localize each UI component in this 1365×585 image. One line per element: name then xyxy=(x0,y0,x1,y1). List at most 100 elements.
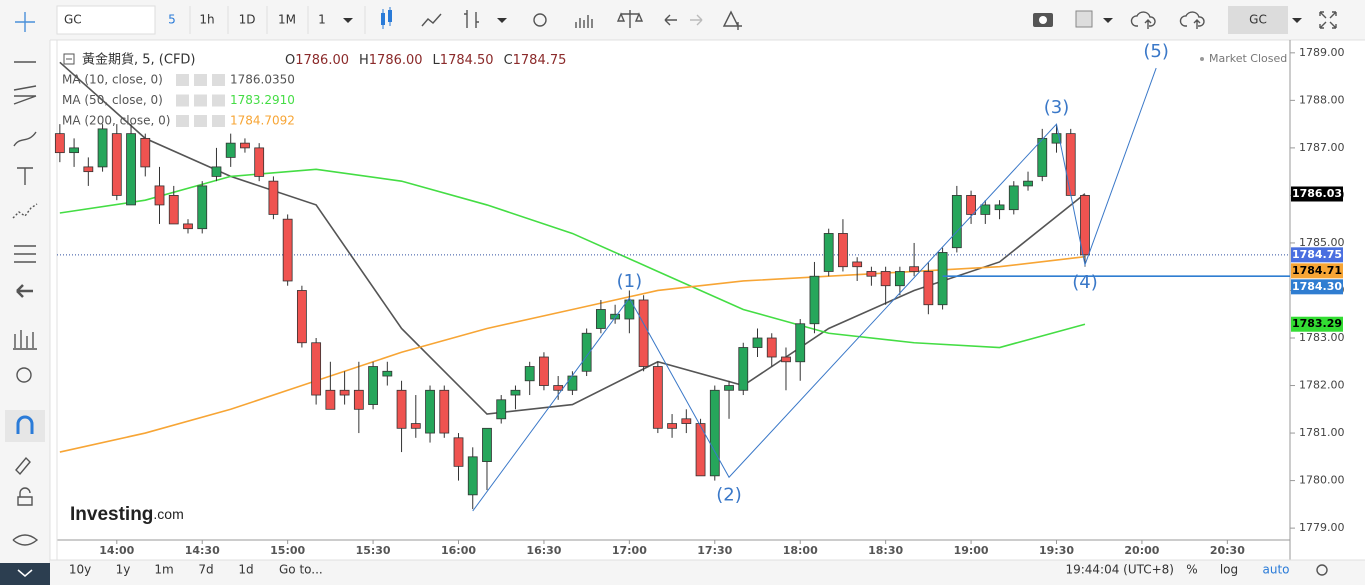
price-tag-label: 1784.75 xyxy=(1292,248,1342,261)
log-toggle[interactable]: log xyxy=(1220,563,1238,577)
symbol-box[interactable] xyxy=(56,5,156,35)
magnet-highlight[interactable] xyxy=(5,410,45,442)
brush-tool[interactable] xyxy=(13,131,37,147)
candle-body xyxy=(268,180,279,215)
percent-toggle[interactable]: % xyxy=(1186,563,1197,577)
x-tick-label: 19:00 xyxy=(954,544,989,557)
candle-body xyxy=(510,389,521,396)
interval[interactable]: 1h xyxy=(199,13,214,27)
back-tool[interactable] xyxy=(16,284,33,298)
lock-draw-tool[interactable] xyxy=(15,456,31,476)
dropdown-arrow[interactable] xyxy=(497,18,507,23)
magnet-tool[interactable] xyxy=(16,415,34,434)
candles-icon[interactable] xyxy=(381,7,392,29)
settings-icon[interactable] xyxy=(1316,564,1328,576)
x-tick-label: 16:00 xyxy=(441,544,476,557)
collapse-legend[interactable] xyxy=(63,53,75,65)
dropdown-arrow[interactable] xyxy=(1292,18,1302,23)
candle-body xyxy=(880,271,891,287)
snapshot-icon[interactable] xyxy=(1033,13,1053,27)
range-button[interactable]: 10y xyxy=(69,563,91,577)
candle-body xyxy=(482,427,492,462)
price-tag xyxy=(1291,247,1343,263)
chart-title: 黃金期貨, 5, (CFD) xyxy=(82,52,196,68)
x-tick-label: 19:30 xyxy=(1039,544,1074,557)
candle-body xyxy=(240,142,250,149)
ohlc-value: 1784.50 xyxy=(440,53,494,68)
fib-tool[interactable] xyxy=(13,85,37,105)
ohlc-value: 1786.00 xyxy=(295,53,349,68)
measure-tool[interactable] xyxy=(13,330,37,350)
range-button[interactable]: 1y xyxy=(116,563,131,577)
redo-icon[interactable] xyxy=(690,14,703,26)
candle-body xyxy=(724,385,734,391)
zoom-tool[interactable] xyxy=(16,367,32,383)
price-tag xyxy=(1291,186,1343,202)
symbol[interactable]: GC xyxy=(64,13,82,27)
plot-area: (1) (2) (3) (4) (5) xyxy=(54,41,1290,512)
pattern-tool[interactable] xyxy=(12,203,38,219)
ohlc-key: H xyxy=(359,53,369,68)
x-tick-label: 15:30 xyxy=(356,544,391,557)
ohlc-key: C xyxy=(504,53,513,68)
collapse-arrow[interactable] xyxy=(17,569,33,577)
line-chart-icon[interactable] xyxy=(421,13,442,27)
candle-body xyxy=(311,342,322,396)
candle-body xyxy=(254,147,265,177)
crosshair-tool[interactable] xyxy=(15,12,35,32)
legend-entry: MA (50, close, 0) xyxy=(62,93,163,107)
candle-body xyxy=(296,290,307,344)
cloud-load-icon[interactable] xyxy=(1179,11,1205,29)
candle-body xyxy=(1023,180,1033,187)
x-tick-label: 17:00 xyxy=(612,544,647,557)
count[interactable]: 1 xyxy=(318,13,326,27)
candle-body xyxy=(353,389,364,410)
price-tag xyxy=(1291,316,1343,332)
text-tool[interactable] xyxy=(17,167,33,185)
undo-icon[interactable] xyxy=(664,14,677,26)
fullscreen-icon[interactable] xyxy=(1319,11,1337,29)
legend-icon xyxy=(176,115,189,127)
compare-icon[interactable] xyxy=(616,10,644,28)
projection-tool[interactable] xyxy=(14,245,36,263)
candle-body xyxy=(453,437,464,467)
interval[interactable]: 1D xyxy=(239,13,256,27)
goto-button[interactable]: Go to... xyxy=(279,563,323,577)
candle-body xyxy=(439,389,450,434)
settings-icon[interactable] xyxy=(533,13,547,27)
candle-body xyxy=(581,332,592,372)
ohlc-value: 1784.75 xyxy=(513,53,567,68)
indicators-icon[interactable] xyxy=(575,15,593,28)
x-tick-label: 18:00 xyxy=(783,544,818,557)
logo-suffix: .com xyxy=(153,506,183,522)
range-button[interactable]: 7d xyxy=(198,563,213,577)
price-tag xyxy=(1291,279,1343,295)
auto-toggle[interactable]: auto xyxy=(1262,563,1289,577)
candle-body xyxy=(567,375,578,391)
dropdown-arrow[interactable] xyxy=(1103,18,1113,23)
range-button[interactable]: 1d xyxy=(238,563,253,577)
interval[interactable]: 5 xyxy=(168,13,176,27)
alert-icon[interactable] xyxy=(722,10,742,30)
color-box[interactable] xyxy=(1075,10,1093,28)
symbol-button[interactable] xyxy=(1228,6,1288,34)
candle-body xyxy=(838,233,848,268)
x-tick-label: 14:30 xyxy=(185,544,220,557)
range-button[interactable]: 1m xyxy=(154,563,173,577)
visibility-tool[interactable] xyxy=(12,534,39,546)
candle-body xyxy=(681,418,692,424)
lock-tool[interactable] xyxy=(17,487,33,506)
interval[interactable]: 1M xyxy=(278,13,296,27)
candle-body xyxy=(1065,133,1076,196)
ohlc-value: 1786.00 xyxy=(369,53,423,68)
cloud-save-icon[interactable] xyxy=(1130,11,1156,29)
right-symbol[interactable]: GC xyxy=(1249,13,1267,27)
bars-icon[interactable] xyxy=(464,10,479,28)
market-status: Market Closed xyxy=(1209,52,1287,65)
wave-label: (3) xyxy=(1044,97,1070,118)
y-tick-label: 1782.00 xyxy=(1299,379,1345,392)
dropdown-arrow[interactable] xyxy=(343,18,353,23)
price-tag xyxy=(1291,263,1343,279)
collapse-button[interactable] xyxy=(0,563,50,585)
